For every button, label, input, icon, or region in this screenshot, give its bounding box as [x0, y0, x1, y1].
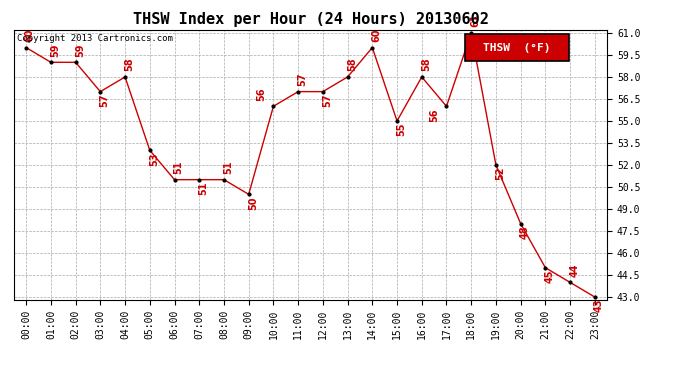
Text: 58: 58 [347, 58, 357, 71]
Text: 53: 53 [149, 152, 159, 166]
Text: 56: 56 [429, 108, 439, 122]
Text: 56: 56 [256, 87, 266, 101]
Text: 51: 51 [223, 160, 233, 174]
Text: 61: 61 [471, 14, 480, 27]
Text: 48: 48 [520, 225, 530, 239]
Text: 58: 58 [124, 58, 135, 71]
Text: 43: 43 [594, 299, 604, 312]
Text: 52: 52 [495, 167, 505, 180]
Text: 51: 51 [199, 182, 208, 195]
Text: 50: 50 [248, 196, 258, 210]
Text: 57: 57 [297, 73, 307, 86]
Text: 57: 57 [99, 93, 110, 107]
Text: 44: 44 [569, 263, 580, 277]
Text: 58: 58 [421, 58, 431, 71]
Text: 55: 55 [396, 123, 406, 136]
Text: 45: 45 [544, 270, 555, 283]
Text: THSW  (°F): THSW (°F) [483, 42, 551, 52]
Text: 51: 51 [174, 160, 184, 174]
Text: 60: 60 [24, 28, 34, 42]
Text: 59: 59 [50, 43, 60, 57]
Text: 60: 60 [371, 28, 382, 42]
Text: Copyright 2013 Cartronics.com: Copyright 2013 Cartronics.com [17, 34, 172, 43]
Text: 59: 59 [75, 43, 85, 57]
Title: THSW Index per Hour (24 Hours) 20130602: THSW Index per Hour (24 Hours) 20130602 [132, 12, 489, 27]
Text: 57: 57 [322, 93, 332, 107]
FancyBboxPatch shape [465, 34, 569, 61]
